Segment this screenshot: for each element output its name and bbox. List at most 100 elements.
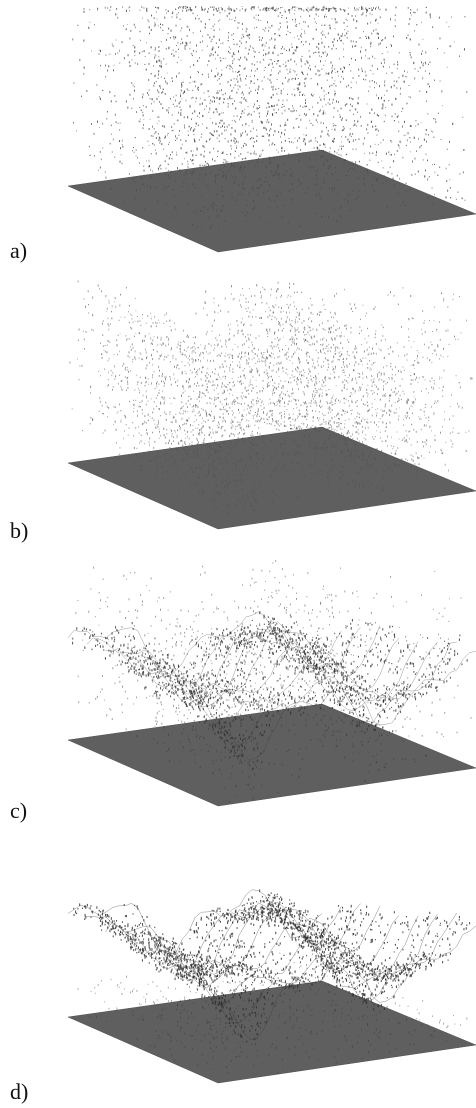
point	[185, 446, 187, 448]
point	[300, 149, 301, 151]
point	[146, 42, 147, 44]
point	[230, 174, 232, 176]
point	[191, 127, 192, 129]
point	[213, 9, 215, 11]
point	[217, 345, 219, 347]
point	[423, 414, 425, 416]
point	[290, 421, 291, 423]
point	[328, 366, 329, 369]
point	[256, 161, 258, 164]
point	[282, 52, 283, 54]
point	[376, 448, 378, 451]
point	[367, 421, 369, 424]
point	[328, 216, 329, 219]
point	[389, 153, 391, 156]
point	[276, 92, 278, 96]
point	[274, 386, 275, 389]
point	[363, 152, 365, 155]
point	[449, 187, 451, 189]
point	[343, 145, 344, 148]
point	[301, 28, 303, 30]
point	[272, 6, 274, 9]
point	[227, 140, 229, 143]
point	[323, 304, 325, 306]
point	[141, 6, 143, 8]
point	[229, 369, 231, 372]
point	[361, 8, 363, 10]
point	[318, 51, 320, 54]
point	[147, 400, 149, 402]
point	[89, 154, 91, 157]
point	[227, 65, 229, 67]
point	[349, 168, 351, 170]
point	[209, 54, 211, 57]
point	[267, 383, 268, 386]
point	[239, 70, 240, 72]
point	[110, 311, 112, 313]
point	[405, 439, 407, 442]
point	[337, 33, 339, 36]
point	[324, 60, 326, 62]
point	[348, 84, 349, 87]
point	[238, 70, 240, 73]
point	[401, 205, 402, 207]
point	[439, 166, 441, 168]
point	[204, 8, 206, 10]
point	[221, 119, 223, 122]
point	[377, 144, 379, 146]
point	[272, 93, 274, 96]
point	[162, 91, 164, 94]
point	[219, 366, 221, 369]
point	[397, 61, 398, 63]
point	[367, 463, 368, 466]
point	[442, 356, 444, 358]
point	[326, 55, 327, 57]
point	[299, 225, 301, 228]
point	[340, 68, 342, 70]
point	[307, 424, 308, 426]
point	[323, 178, 325, 181]
point	[312, 37, 314, 40]
point	[355, 148, 357, 151]
point	[246, 101, 248, 102]
point	[261, 135, 263, 137]
point	[222, 112, 224, 114]
point	[375, 7, 376, 10]
point	[261, 39, 262, 41]
point	[254, 103, 255, 106]
point	[264, 358, 266, 360]
point	[135, 310, 137, 312]
point	[182, 81, 184, 83]
point	[230, 48, 232, 50]
point	[259, 178, 261, 180]
point	[393, 475, 395, 477]
point	[426, 100, 427, 103]
point	[268, 410, 270, 412]
point	[165, 413, 167, 416]
point	[369, 80, 371, 83]
point	[299, 105, 301, 107]
point	[212, 48, 214, 51]
point	[110, 370, 112, 372]
point	[413, 11, 415, 14]
point	[370, 352, 372, 356]
point	[107, 340, 109, 343]
point	[261, 121, 263, 124]
point	[240, 134, 242, 138]
point	[173, 54, 175, 57]
point	[150, 168, 152, 171]
point	[105, 54, 107, 56]
point	[258, 36, 260, 38]
point	[333, 422, 335, 424]
point	[450, 45, 452, 48]
point	[350, 70, 352, 72]
point	[243, 144, 244, 148]
point	[137, 157, 139, 159]
point	[244, 368, 246, 370]
point	[249, 138, 251, 140]
point	[238, 155, 240, 158]
point	[318, 148, 320, 151]
point	[281, 106, 283, 109]
point	[464, 199, 466, 201]
point	[365, 49, 367, 52]
